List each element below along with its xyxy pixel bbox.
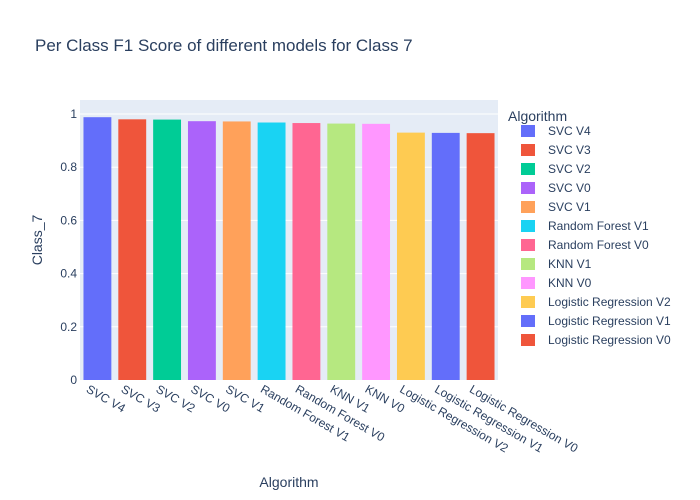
bar[interactable] [187, 121, 216, 380]
legend-label: SVC V1 [548, 200, 591, 214]
legend-swatch [521, 296, 535, 308]
chart-title: Per Class F1 Score of different models f… [35, 36, 413, 55]
x-axis-title: Algorithm [259, 474, 318, 490]
bars [83, 117, 495, 381]
legend-item[interactable]: SVC V0 [521, 181, 591, 195]
legend-label: SVC V0 [548, 181, 591, 195]
bar[interactable] [362, 123, 391, 380]
bar[interactable] [153, 119, 182, 380]
legend-label: Logistic Regression V2 [548, 295, 671, 309]
legend-item[interactable]: Logistic Regression V1 [521, 314, 671, 328]
bar[interactable] [83, 117, 112, 380]
y-tick-label: 0 [70, 373, 77, 387]
legend-item[interactable]: KNN V0 [521, 276, 592, 290]
legend-item[interactable]: KNN V1 [521, 257, 592, 271]
bar[interactable] [396, 132, 425, 380]
y-tick-label: 0.2 [60, 320, 77, 334]
legend-item[interactable]: Logistic Regression V2 [521, 295, 671, 309]
bar[interactable] [118, 119, 147, 380]
gridlines [80, 113, 498, 328]
x-tick-label: SVC V2 [154, 382, 198, 416]
legend-swatch [521, 220, 535, 232]
bar[interactable] [292, 123, 321, 380]
legend-item[interactable]: Logistic Regression V0 [521, 333, 671, 347]
legend-swatch [521, 144, 535, 156]
bar[interactable] [466, 133, 495, 380]
legend-label: Random Forest V1 [548, 219, 649, 233]
legend-item[interactable]: Random Forest V0 [521, 238, 649, 252]
legend-title: Algorithm [508, 108, 567, 124]
y-tick-label: 0.4 [60, 267, 77, 281]
legend-item[interactable]: SVC V3 [521, 143, 591, 157]
x-tick-label: SVC V3 [119, 382, 163, 416]
legend-swatch [521, 182, 535, 194]
legend-label: SVC V2 [548, 162, 591, 176]
legend-swatch [521, 125, 535, 137]
y-axis-title: Class_7 [29, 215, 45, 266]
bar[interactable] [222, 121, 251, 380]
legend-item[interactable]: SVC V2 [521, 162, 591, 176]
legend[interactable]: Algorithm SVC V4 SVC V3 SVC V2 SVC V0 SVC V1… [508, 108, 671, 347]
legend-label: SVC V3 [548, 143, 591, 157]
y-tick-label: 0.6 [60, 213, 77, 227]
legend-item[interactable]: SVC V4 [521, 124, 591, 138]
legend-label: KNN V0 [548, 276, 592, 290]
x-tick-label: SVC V4 [84, 382, 128, 416]
bar[interactable] [431, 132, 460, 380]
x-tick-label: SVC V1 [223, 382, 267, 416]
bar[interactable] [327, 123, 356, 381]
legend-label: Logistic Regression V1 [548, 314, 671, 328]
x-tick-label: SVC V0 [188, 382, 232, 416]
legend-swatch [521, 163, 535, 175]
legend-label: Random Forest V0 [548, 238, 649, 252]
legend-swatch [521, 334, 535, 346]
legend-item[interactable]: SVC V1 [521, 200, 591, 214]
legend-swatch [521, 258, 535, 270]
legend-swatch [521, 277, 535, 289]
y-axis-ticks: 0 0.2 0.4 0.6 0.8 1 [60, 107, 77, 387]
legend-item[interactable]: Random Forest V1 [521, 219, 649, 233]
legend-swatch [521, 239, 535, 251]
y-tick-label: 0.8 [60, 160, 77, 174]
y-tick-label: 1 [70, 107, 77, 121]
plot-area [80, 100, 498, 380]
legend-label: SVC V4 [548, 124, 591, 138]
legend-swatch [521, 315, 535, 327]
legend-label: KNN V1 [548, 257, 592, 271]
bar[interactable] [257, 122, 286, 381]
legend-swatch [521, 201, 535, 213]
legend-label: Logistic Regression V0 [548, 333, 671, 347]
